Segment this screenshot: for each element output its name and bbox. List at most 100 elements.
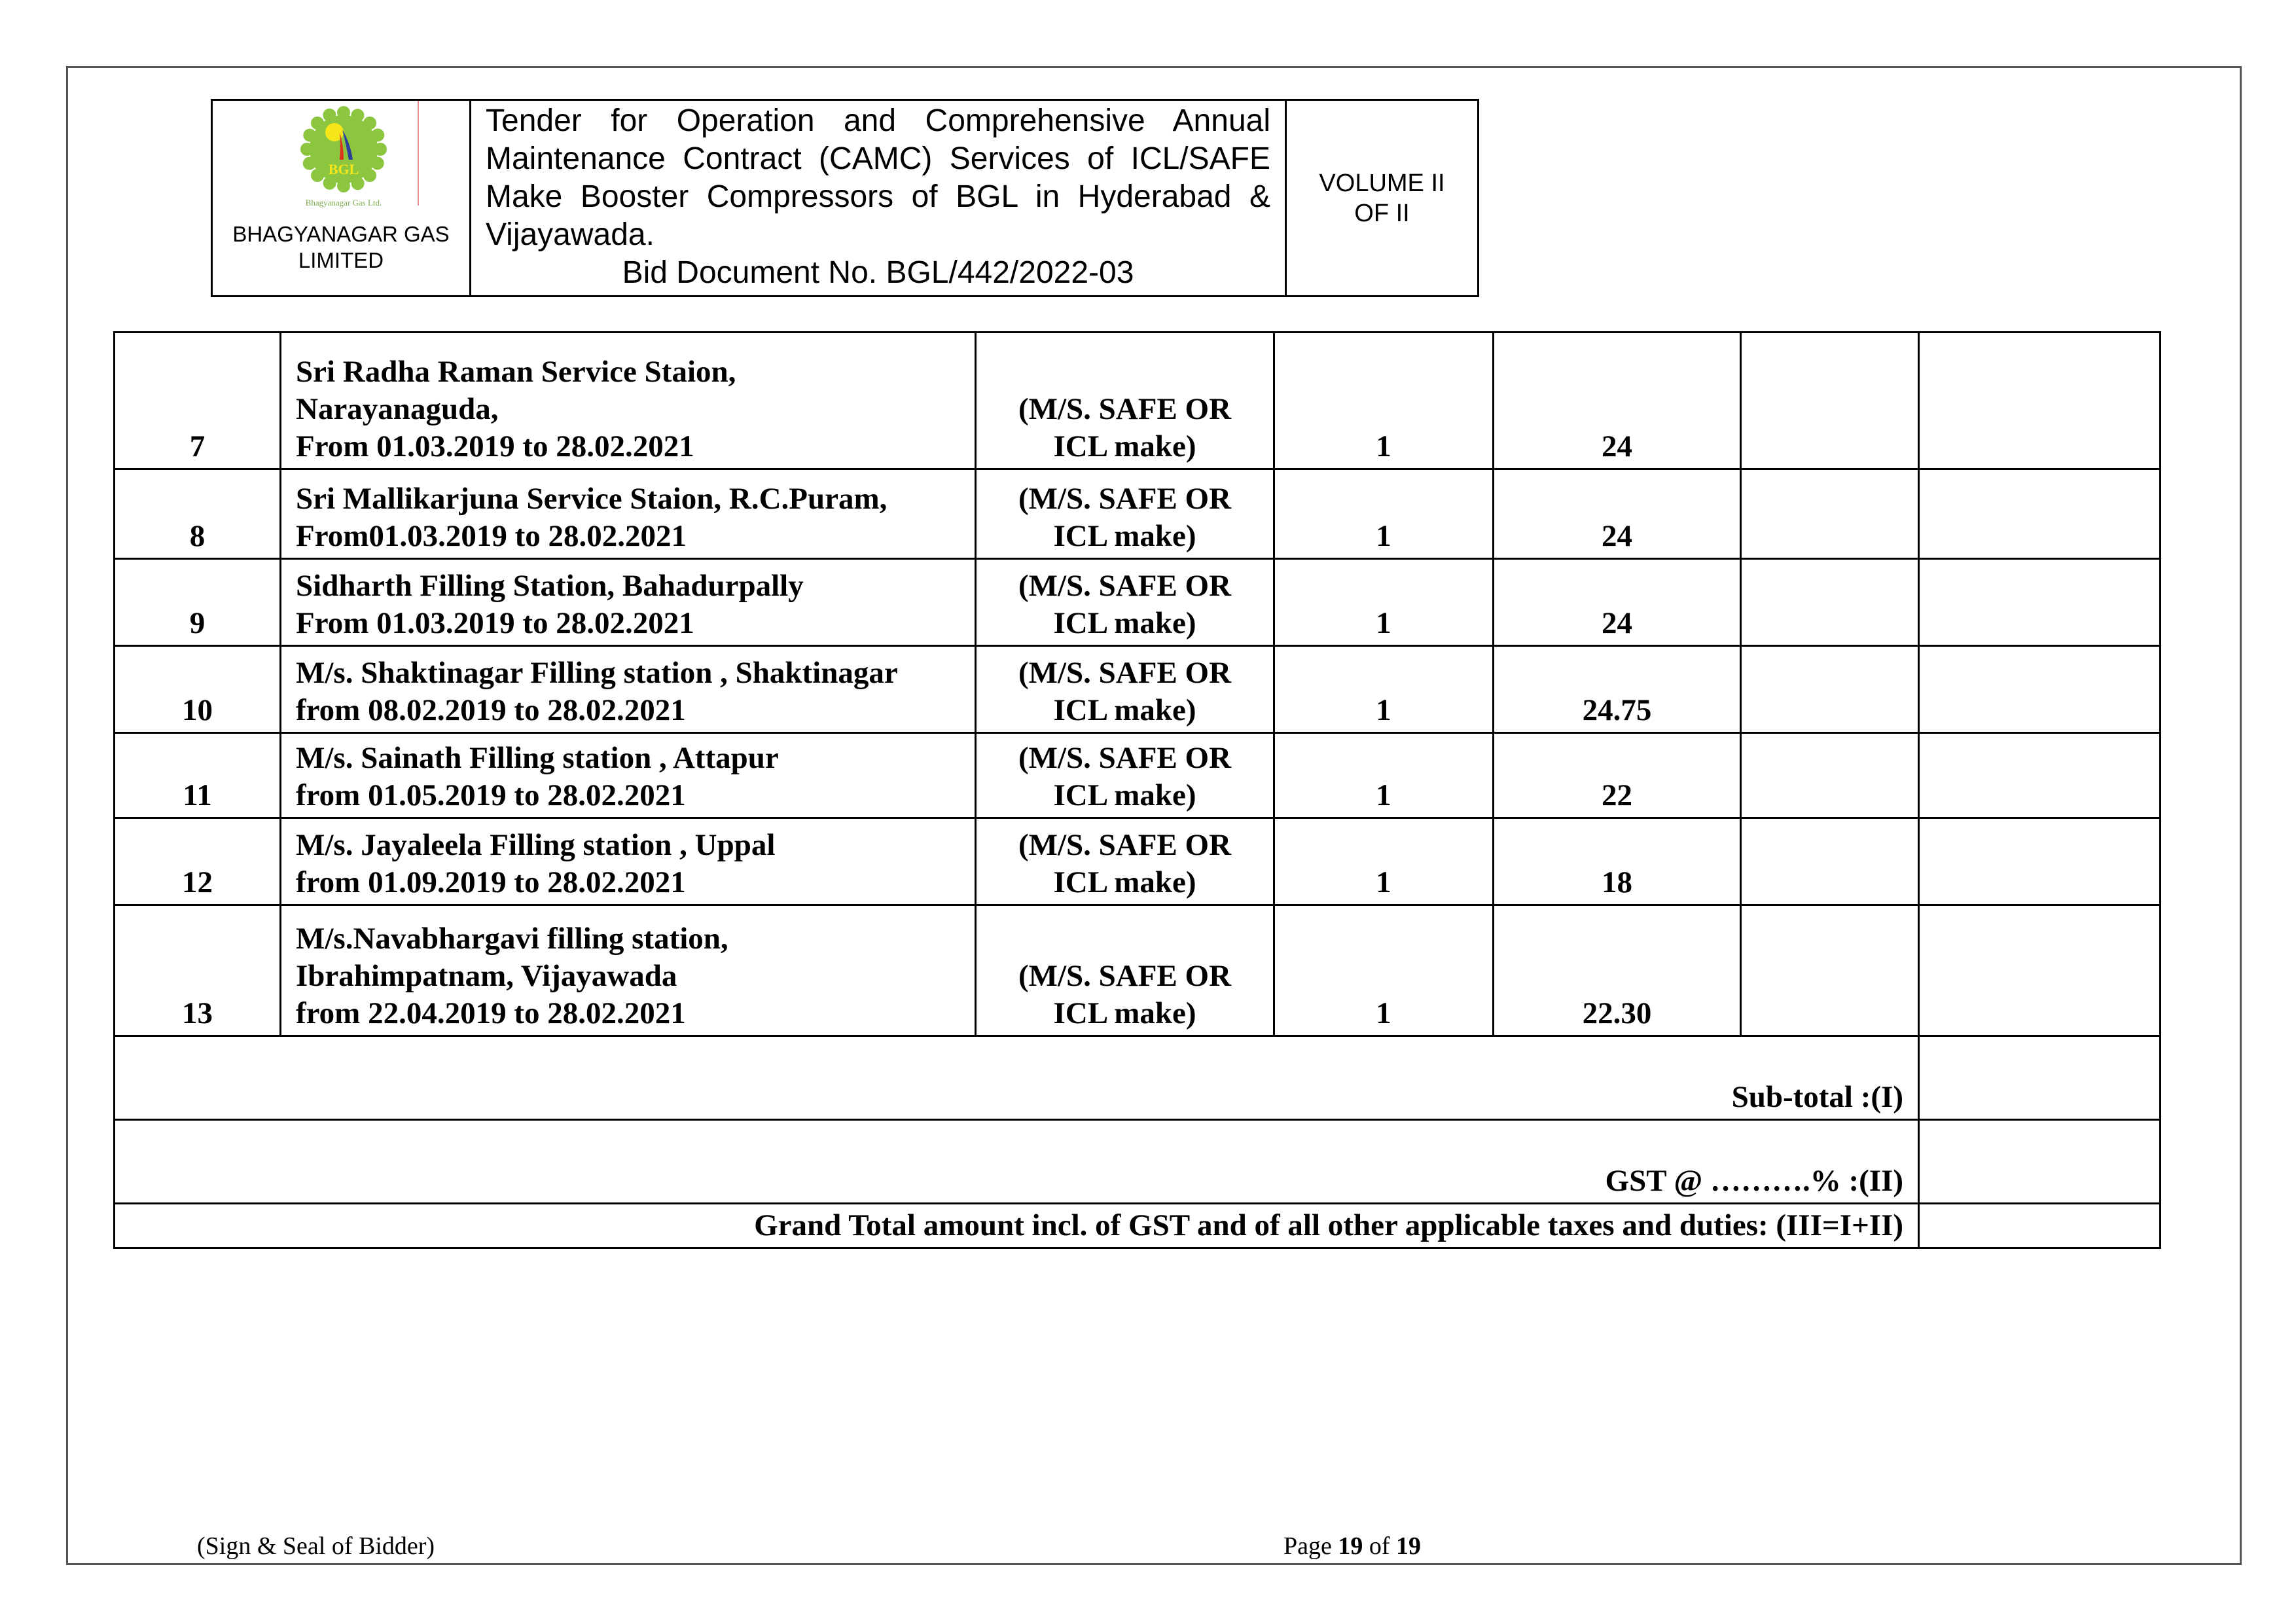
- table-row: 10 M/s. Shaktinagar Filling station , Sha…: [113, 645, 2161, 734]
- station-line: Ibrahimpatnam, Vijayawada: [296, 959, 677, 993]
- page-prefix: Page: [1283, 1532, 1338, 1560]
- months: 18: [1492, 817, 1742, 906]
- bid-document-number: Bid Document No. BGL/442/2022-03: [622, 255, 1134, 290]
- volume-of-label: OF II: [1354, 199, 1410, 227]
- page-current: 19: [1338, 1532, 1363, 1560]
- grand-total-amount[interactable]: [1918, 1202, 2161, 1249]
- make-line: ICL make): [1053, 996, 1196, 1030]
- make-line: (M/S. SAFE OR: [1018, 392, 1232, 426]
- amount-cell[interactable]: [1918, 732, 2161, 819]
- station-line: M/s. Sainath Filling station , Attapur: [296, 741, 779, 775]
- make-line: ICL make): [1053, 429, 1196, 463]
- make-cell: (M/S. SAFE OR ICL make): [975, 468, 1275, 560]
- tender-title-line: Vijayawada.: [486, 217, 655, 252]
- rate-cell[interactable]: [1740, 558, 1920, 647]
- rate-cell[interactable]: [1740, 645, 1920, 734]
- quantity: 1: [1273, 468, 1494, 560]
- station-line: from 08.02.2019 to 28.02.2021: [296, 693, 686, 727]
- station-line: Sri Radha Raman Service Staion,: [296, 355, 736, 389]
- station-description: M/s. Sainath Filling station , Attapur fr…: [279, 732, 977, 819]
- table-row: 12 M/s. Jayaleela Filling station , Uppal…: [113, 817, 2161, 906]
- company-cell: BGL Bhagyanagar Gas Ltd. BHAGYANAGAR GAS…: [213, 101, 471, 295]
- amount-cell[interactable]: [1918, 331, 2161, 470]
- serial-number: 11: [113, 732, 281, 819]
- months: 22: [1492, 732, 1742, 819]
- rate-cell[interactable]: [1740, 468, 1920, 560]
- tender-title-line: Tender for Operation and Comprehensive A…: [486, 103, 1270, 138]
- make-cell: (M/S. SAFE OR ICL make): [975, 645, 1275, 734]
- months: 24: [1492, 558, 1742, 647]
- page-total: 19: [1396, 1532, 1422, 1560]
- tender-title-cell: Tender for Operation and Comprehensive A…: [471, 101, 1287, 295]
- station-line: Sidharth Filling Station, Bahadurpally: [296, 569, 804, 603]
- rate-cell[interactable]: [1740, 904, 1920, 1037]
- table-row: 11 M/s. Sainath Filling station , Attapur…: [113, 732, 2161, 819]
- make-line: ICL make): [1053, 865, 1196, 899]
- table-row: 8 Sri Mallikarjuna Service Staion, R.C.Pu…: [113, 468, 2161, 560]
- make-cell: (M/S. SAFE OR ICL make): [975, 904, 1275, 1037]
- price-schedule-table: 7 Sri Radha Raman Service Staion, Narayana…: [113, 331, 2161, 1249]
- gst-row: GST @ ……….% :(II): [113, 1119, 2161, 1204]
- company-name: BHAGYANAGAR GAS LIMITED: [232, 222, 450, 272]
- station-description: Sidharth Filling Station, Bahadurpally Fr…: [279, 558, 977, 647]
- subtotal-row: Sub-total :(I): [113, 1035, 2161, 1121]
- subtotal-label: Sub-total :(I): [113, 1035, 1920, 1121]
- station-line: from 22.04.2019 to 28.02.2021: [296, 996, 686, 1030]
- serial-number: 8: [113, 468, 281, 560]
- make-line: (M/S. SAFE OR: [1018, 569, 1232, 603]
- station-description: Sri Radha Raman Service Staion, Narayanag…: [279, 331, 977, 470]
- make-line: (M/S. SAFE OR: [1018, 656, 1232, 690]
- bgl-logo: BGL Bhagyanagar Gas Ltd.: [300, 106, 387, 208]
- sign-seal-label: (Sign & Seal of Bidder): [197, 1532, 435, 1560]
- station-line: M/s.Navabhargavi filling station,: [296, 922, 728, 956]
- serial-number: 7: [113, 331, 281, 470]
- table-row: 7 Sri Radha Raman Service Staion, Narayana…: [113, 331, 2161, 470]
- station-line: from 01.09.2019 to 28.02.2021: [296, 865, 686, 899]
- months: 24: [1492, 331, 1742, 470]
- months: 24.75: [1492, 645, 1742, 734]
- station-description: M/s.Navabhargavi filling station, Ibrahim…: [279, 904, 977, 1037]
- months: 24: [1492, 468, 1742, 560]
- station-description: M/s. Jayaleela Filling station , Uppal fr…: [279, 817, 977, 906]
- quantity: 1: [1273, 558, 1494, 647]
- subtotal-amount[interactable]: [1918, 1035, 2161, 1121]
- make-line: (M/S. SAFE OR: [1018, 482, 1232, 516]
- station-line: M/s. Jayaleela Filling station , Uppal: [296, 828, 776, 862]
- make-line: (M/S. SAFE OR: [1018, 828, 1232, 862]
- document-header: BGL Bhagyanagar Gas Ltd. BHAGYANAGAR GAS…: [211, 99, 1479, 297]
- make-line: (M/S. SAFE OR: [1018, 959, 1232, 993]
- make-line: ICL make): [1053, 606, 1196, 640]
- quantity: 1: [1273, 732, 1494, 819]
- volume-cell: VOLUME II OF II: [1287, 101, 1477, 295]
- make-line: ICL make): [1053, 693, 1196, 727]
- quantity: 1: [1273, 904, 1494, 1037]
- table-row: 9 Sidharth Filling Station, Bahadurpally F…: [113, 558, 2161, 647]
- amount-cell[interactable]: [1918, 558, 2161, 647]
- amount-cell[interactable]: [1918, 817, 2161, 906]
- rate-cell[interactable]: [1740, 732, 1920, 819]
- logo-caption: Bhagyanagar Gas Ltd.: [306, 198, 382, 208]
- quantity: 1: [1273, 331, 1494, 470]
- amount-cell[interactable]: [1918, 468, 2161, 560]
- gst-label: GST @ ……….% :(II): [113, 1119, 1920, 1204]
- station-line: from 01.05.2019 to 28.02.2021: [296, 778, 686, 812]
- station-line: Narayanaguda,: [296, 392, 499, 426]
- make-cell: (M/S. SAFE OR ICL make): [975, 558, 1275, 647]
- amount-cell[interactable]: [1918, 645, 2161, 734]
- tender-title-line: Make Booster Compressors of BGL in Hyder…: [486, 179, 1270, 214]
- serial-number: 13: [113, 904, 281, 1037]
- quantity: 1: [1273, 817, 1494, 906]
- quantity: 1: [1273, 645, 1494, 734]
- serial-number: 9: [113, 558, 281, 647]
- gst-amount[interactable]: [1918, 1119, 2161, 1204]
- station-line: From 01.03.2019 to 28.02.2021: [296, 606, 694, 640]
- rate-cell[interactable]: [1740, 331, 1920, 470]
- station-line: Sri Mallikarjuna Service Staion, R.C.Pur…: [296, 482, 888, 516]
- station-line: From 01.03.2019 to 28.02.2021: [296, 429, 694, 463]
- amount-cell[interactable]: [1918, 904, 2161, 1037]
- grand-total-row: Grand Total amount incl. of GST and of a…: [113, 1202, 2161, 1249]
- station-line: From01.03.2019 to 28.02.2021: [296, 519, 687, 553]
- logo-divider: [418, 101, 419, 206]
- serial-number: 12: [113, 817, 281, 906]
- rate-cell[interactable]: [1740, 817, 1920, 906]
